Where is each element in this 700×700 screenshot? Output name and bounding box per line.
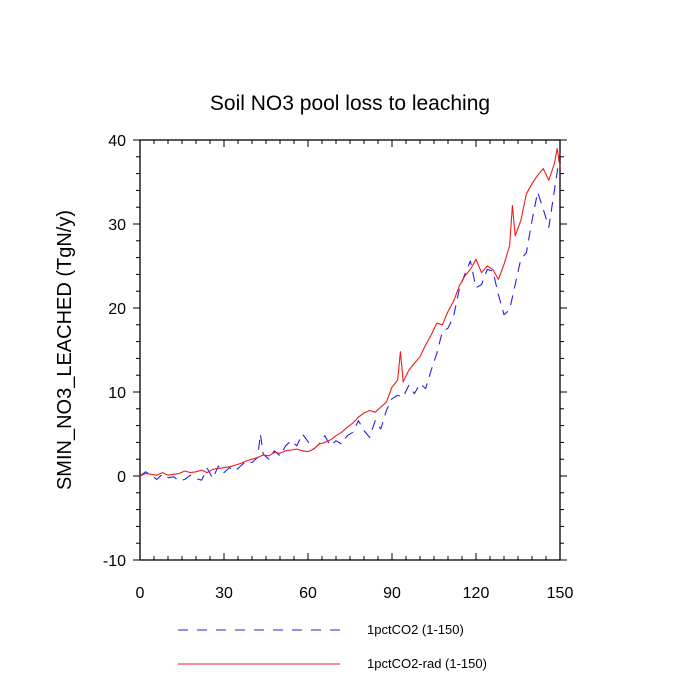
y-tick-label: -10 (103, 553, 126, 570)
x-tick-label: 120 (463, 585, 490, 602)
plot-area (139, 139, 561, 561)
y-tick-label: 0 (117, 469, 126, 486)
x-tick-label: 90 (383, 585, 401, 602)
y-tick-label: 20 (108, 301, 126, 318)
series-line-1pctco2 (139, 153, 561, 482)
y-tick-label: 40 (108, 133, 126, 150)
legend: 1pctCO2 (1-150) 1pctCO2-rad (1-150) (178, 622, 487, 671)
axis-ticks: 0 30 60 90 120 150 -10 0 10 20 30 40 (103, 133, 574, 602)
legend-label-1pctco2-rad: 1pctCO2-rad (1-150) (367, 656, 487, 671)
y-axis-label: SMIN_NO3_LEACHED (TgN/y) (54, 210, 76, 490)
x-tick-label: 150 (547, 585, 574, 602)
chart-title: Soil NO3 pool loss to leaching (210, 92, 490, 115)
series-layer (139, 147, 561, 482)
x-tick-label: 60 (299, 585, 317, 602)
x-tick-label: 30 (215, 585, 233, 602)
y-tick-label: 30 (108, 217, 126, 234)
x-tick-label: 0 (136, 585, 145, 602)
legend-label-1pctco2: 1pctCO2 (1-150) (367, 622, 464, 637)
plot-frame (139, 139, 561, 561)
y-tick-label: 10 (108, 385, 126, 402)
series-line-1pctco2-rad (139, 147, 561, 477)
